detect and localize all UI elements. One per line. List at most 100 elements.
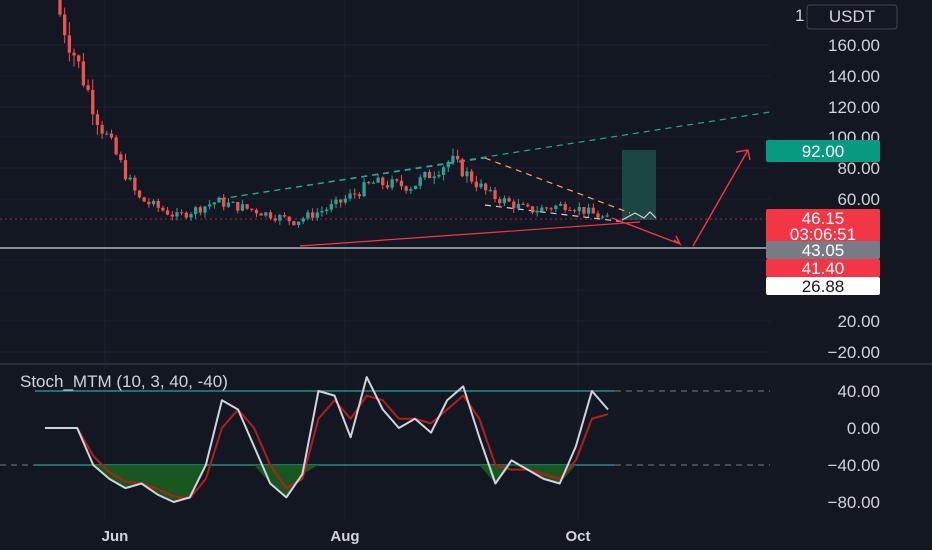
candle-body xyxy=(179,212,184,214)
candle-body xyxy=(212,202,217,205)
current-price-text: 46.15 xyxy=(802,209,845,228)
candle-body xyxy=(479,183,483,188)
candle-body xyxy=(586,207,591,214)
ind-ytick-label: 40.00 xyxy=(837,382,880,401)
candle-body xyxy=(516,203,521,209)
candle-body xyxy=(250,208,254,210)
candle-body xyxy=(395,179,399,181)
candle-body xyxy=(493,190,497,200)
candle-body xyxy=(119,154,123,161)
momentum-line xyxy=(45,376,609,503)
candle-body xyxy=(591,207,595,214)
candlestick-series xyxy=(58,0,609,228)
candle-body xyxy=(470,171,474,182)
candle-body xyxy=(507,198,511,202)
countdown-text: 03:06:51 xyxy=(790,225,856,244)
candle-body xyxy=(558,204,563,206)
candle-body xyxy=(488,190,493,192)
ind-ytick-label: 0.00 xyxy=(847,419,880,438)
candle-body xyxy=(259,213,263,216)
candle-body xyxy=(105,133,109,135)
candle-body xyxy=(315,212,319,218)
ind-ytick-label: −40.00 xyxy=(828,456,880,475)
ytick-label: 120.00 xyxy=(828,98,880,117)
currency-badge-label: USDT xyxy=(829,7,875,26)
candle-body xyxy=(423,171,427,178)
candle-body xyxy=(596,213,600,218)
candle-body xyxy=(133,177,137,191)
candle-body xyxy=(455,155,460,160)
candle-body xyxy=(310,212,315,218)
candle-body xyxy=(404,186,408,191)
indicator-title: Stoch_MTM (10, 3, 40, -40) xyxy=(20,372,228,391)
candle-body xyxy=(437,174,441,177)
candle-body xyxy=(245,204,249,209)
candle-body xyxy=(605,215,609,217)
price-axis[interactable]: 1 USDT 160.00 140.00 120.00 100.00 80.00… xyxy=(766,4,898,512)
candle-body xyxy=(413,185,418,190)
candle-body xyxy=(165,210,170,215)
candle-body xyxy=(194,207,198,215)
xtick-label: Oct xyxy=(565,528,590,545)
candle-body xyxy=(549,208,553,210)
candle-body xyxy=(217,197,221,203)
support-price-tag xyxy=(766,241,880,259)
candle-body xyxy=(301,218,305,222)
ytick-label: 60.00 xyxy=(837,190,880,209)
candle-body xyxy=(568,210,572,212)
support-price-text: 43.05 xyxy=(802,241,845,260)
candle-body xyxy=(123,160,128,180)
candle-body xyxy=(58,0,62,15)
xtick-label: Jun xyxy=(102,528,129,545)
candle-body xyxy=(325,209,329,211)
candle-body xyxy=(577,207,581,212)
currency-badge[interactable] xyxy=(806,4,898,30)
ytick-label: 80.00 xyxy=(837,159,880,178)
candle-body xyxy=(67,35,71,53)
candle-body xyxy=(343,198,347,203)
ytick-label: 160.00 xyxy=(828,36,880,55)
ind-ytick-label: −80.00 xyxy=(828,493,880,512)
candle-body xyxy=(385,185,390,188)
time-axis[interactable]: Jun Aug Oct xyxy=(102,528,591,545)
target-zone-box xyxy=(622,150,656,220)
candle-body xyxy=(540,207,544,211)
candle-body xyxy=(273,218,277,221)
candle-body xyxy=(147,201,151,205)
candle-body xyxy=(362,182,366,197)
target-price-tag xyxy=(766,140,880,162)
candle-body xyxy=(544,207,549,209)
candle-body xyxy=(320,210,324,213)
current-price-tag xyxy=(766,209,880,243)
candle-body xyxy=(530,206,535,213)
candle-body xyxy=(441,167,446,175)
candle-body xyxy=(339,199,343,203)
candle-body xyxy=(198,207,202,213)
candle-body xyxy=(427,171,432,179)
candle-body xyxy=(554,205,558,210)
candle-body xyxy=(128,177,132,180)
signal-line xyxy=(45,394,609,500)
candle-body xyxy=(563,204,567,211)
candle-body xyxy=(222,197,226,207)
candle-body xyxy=(582,207,586,214)
low-price-text: 41.40 xyxy=(802,259,845,278)
candle-body xyxy=(184,212,188,218)
target-price-text: 92.00 xyxy=(802,142,845,161)
candle-body xyxy=(296,221,301,225)
candle-body xyxy=(498,199,502,204)
candle-body xyxy=(502,198,507,204)
candle-body xyxy=(357,194,362,197)
candle-body xyxy=(601,216,605,218)
candle-body xyxy=(142,197,146,202)
candle-body xyxy=(329,204,333,210)
candle-body xyxy=(399,180,404,187)
candle-body xyxy=(465,171,469,177)
candle-body xyxy=(86,85,90,90)
candle-body xyxy=(484,183,488,191)
candle-body xyxy=(95,114,100,125)
candle-body xyxy=(521,203,525,205)
candle-body xyxy=(63,14,67,36)
price-axis-top-partial: 1 xyxy=(795,6,804,25)
